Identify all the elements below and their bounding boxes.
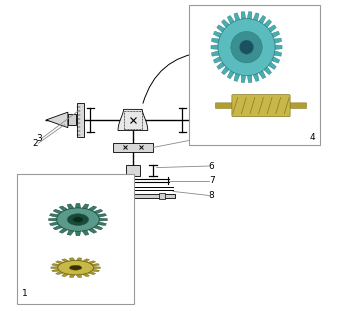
Polygon shape bbox=[227, 16, 234, 24]
Polygon shape bbox=[272, 57, 280, 63]
Circle shape bbox=[231, 31, 262, 63]
Polygon shape bbox=[97, 222, 106, 225]
Ellipse shape bbox=[57, 208, 99, 231]
Polygon shape bbox=[70, 275, 75, 277]
Polygon shape bbox=[50, 222, 59, 225]
Polygon shape bbox=[234, 13, 240, 21]
FancyBboxPatch shape bbox=[17, 174, 134, 304]
Polygon shape bbox=[93, 267, 100, 269]
Polygon shape bbox=[88, 206, 97, 211]
Polygon shape bbox=[264, 67, 272, 75]
Polygon shape bbox=[247, 12, 252, 19]
Polygon shape bbox=[221, 20, 229, 28]
Polygon shape bbox=[241, 75, 246, 83]
Polygon shape bbox=[272, 31, 280, 38]
Text: 6: 6 bbox=[209, 161, 214, 170]
Polygon shape bbox=[82, 259, 89, 262]
Polygon shape bbox=[275, 45, 282, 49]
Polygon shape bbox=[247, 75, 252, 83]
FancyBboxPatch shape bbox=[189, 5, 320, 145]
Polygon shape bbox=[211, 38, 219, 44]
Polygon shape bbox=[52, 269, 60, 272]
Ellipse shape bbox=[67, 214, 89, 225]
Polygon shape bbox=[217, 25, 225, 32]
Polygon shape bbox=[82, 273, 89, 276]
Polygon shape bbox=[62, 273, 69, 276]
Polygon shape bbox=[82, 204, 89, 209]
Ellipse shape bbox=[73, 217, 83, 222]
Polygon shape bbox=[259, 16, 266, 24]
Polygon shape bbox=[70, 258, 75, 261]
Polygon shape bbox=[274, 38, 282, 44]
Polygon shape bbox=[253, 73, 259, 81]
Polygon shape bbox=[211, 45, 218, 49]
Text: 4: 4 bbox=[310, 133, 315, 142]
FancyBboxPatch shape bbox=[113, 143, 153, 152]
FancyBboxPatch shape bbox=[215, 103, 307, 109]
Polygon shape bbox=[88, 228, 97, 233]
Polygon shape bbox=[93, 225, 103, 230]
Ellipse shape bbox=[240, 43, 253, 51]
Polygon shape bbox=[217, 62, 225, 69]
Text: 7: 7 bbox=[209, 176, 214, 185]
Polygon shape bbox=[59, 228, 68, 233]
Polygon shape bbox=[264, 20, 272, 28]
Polygon shape bbox=[227, 71, 234, 79]
Polygon shape bbox=[52, 264, 60, 266]
Circle shape bbox=[218, 19, 275, 76]
Polygon shape bbox=[67, 230, 74, 235]
Polygon shape bbox=[213, 31, 221, 38]
Polygon shape bbox=[75, 203, 81, 208]
Text: 1: 1 bbox=[22, 289, 27, 298]
Polygon shape bbox=[67, 204, 74, 209]
Polygon shape bbox=[53, 225, 63, 230]
Polygon shape bbox=[62, 259, 69, 262]
Polygon shape bbox=[53, 209, 63, 214]
Polygon shape bbox=[88, 261, 96, 264]
Polygon shape bbox=[76, 258, 82, 261]
Polygon shape bbox=[213, 57, 221, 63]
Polygon shape bbox=[59, 206, 68, 211]
Circle shape bbox=[102, 177, 110, 184]
Polygon shape bbox=[99, 218, 107, 221]
Polygon shape bbox=[82, 230, 89, 235]
Polygon shape bbox=[56, 272, 64, 275]
Polygon shape bbox=[49, 218, 57, 221]
Polygon shape bbox=[97, 214, 106, 217]
Polygon shape bbox=[56, 261, 64, 264]
Text: 8: 8 bbox=[209, 191, 214, 200]
Ellipse shape bbox=[111, 191, 117, 201]
Polygon shape bbox=[234, 73, 240, 81]
Polygon shape bbox=[46, 112, 68, 128]
Polygon shape bbox=[221, 67, 229, 75]
Polygon shape bbox=[93, 209, 103, 214]
Polygon shape bbox=[268, 62, 276, 69]
Polygon shape bbox=[50, 214, 59, 217]
Polygon shape bbox=[91, 269, 99, 272]
Ellipse shape bbox=[58, 261, 93, 275]
Polygon shape bbox=[253, 13, 259, 21]
Text: 3: 3 bbox=[36, 134, 41, 143]
Polygon shape bbox=[76, 275, 82, 277]
Polygon shape bbox=[274, 51, 282, 56]
Ellipse shape bbox=[69, 265, 82, 270]
Polygon shape bbox=[268, 25, 276, 32]
Polygon shape bbox=[75, 231, 81, 236]
FancyBboxPatch shape bbox=[102, 193, 175, 197]
Polygon shape bbox=[88, 272, 96, 275]
FancyBboxPatch shape bbox=[68, 114, 75, 125]
Polygon shape bbox=[241, 12, 246, 19]
FancyBboxPatch shape bbox=[232, 95, 290, 117]
Polygon shape bbox=[51, 267, 58, 269]
Text: 5: 5 bbox=[209, 132, 214, 141]
Text: 2: 2 bbox=[33, 139, 38, 148]
Polygon shape bbox=[211, 51, 219, 56]
Polygon shape bbox=[259, 71, 266, 79]
FancyBboxPatch shape bbox=[77, 103, 84, 137]
FancyBboxPatch shape bbox=[159, 193, 165, 199]
Polygon shape bbox=[118, 109, 148, 130]
Circle shape bbox=[239, 40, 254, 54]
FancyBboxPatch shape bbox=[126, 165, 140, 176]
Polygon shape bbox=[91, 264, 99, 266]
